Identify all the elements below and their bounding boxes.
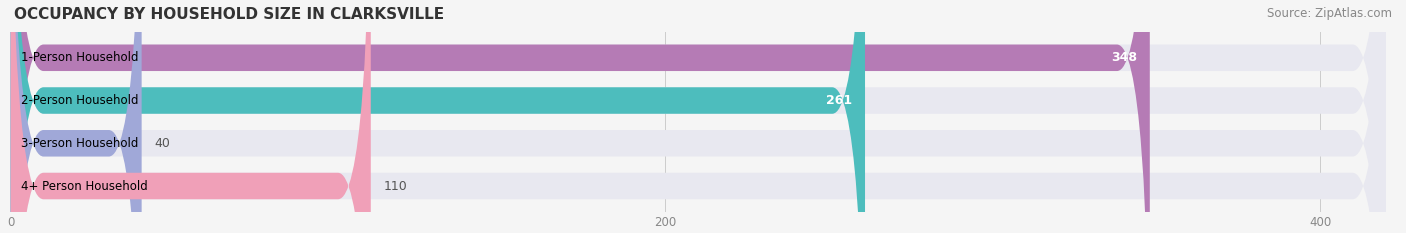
FancyBboxPatch shape	[11, 0, 1385, 233]
Text: 4+ Person Household: 4+ Person Household	[21, 179, 148, 192]
Text: 40: 40	[155, 137, 170, 150]
Text: Source: ZipAtlas.com: Source: ZipAtlas.com	[1267, 7, 1392, 20]
Text: 261: 261	[825, 94, 852, 107]
FancyBboxPatch shape	[11, 0, 142, 233]
FancyBboxPatch shape	[11, 0, 1385, 233]
FancyBboxPatch shape	[11, 0, 371, 233]
Text: OCCUPANCY BY HOUSEHOLD SIZE IN CLARKSVILLE: OCCUPANCY BY HOUSEHOLD SIZE IN CLARKSVIL…	[14, 7, 444, 22]
FancyBboxPatch shape	[11, 0, 1385, 233]
Text: 3-Person Household: 3-Person Household	[21, 137, 138, 150]
FancyBboxPatch shape	[11, 0, 865, 233]
FancyBboxPatch shape	[11, 0, 1385, 233]
Text: 110: 110	[384, 179, 408, 192]
FancyBboxPatch shape	[11, 0, 1150, 233]
Text: 1-Person Household: 1-Person Household	[21, 51, 138, 64]
Text: 2-Person Household: 2-Person Household	[21, 94, 138, 107]
Text: 348: 348	[1111, 51, 1136, 64]
